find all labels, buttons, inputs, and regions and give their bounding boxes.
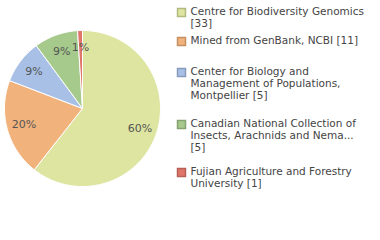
svg-text:9%: 9% — [25, 65, 42, 78]
svg-text:Canadian National Collection o: Canadian National Collection ofInsects, … — [191, 117, 357, 153]
svg-text:60%: 60% — [128, 122, 152, 135]
svg-text:9%: 9% — [53, 45, 70, 58]
svg-text:Fujian Agriculture and Forestr: Fujian Agriculture and ForestryUniversit… — [191, 165, 352, 189]
svg-text:Mined from GenBank, NCBI [11]: Mined from GenBank, NCBI [11] — [191, 34, 359, 46]
svg-text:1%: 1% — [72, 41, 89, 54]
svg-text:Centre for Biodiversity Genomi: Centre for Biodiversity Genomics[33] — [191, 5, 364, 29]
svg-text:Center for Biology andManageme: Center for Biology andManagement of Popu… — [191, 65, 341, 101]
svg-text:20%: 20% — [12, 118, 36, 131]
